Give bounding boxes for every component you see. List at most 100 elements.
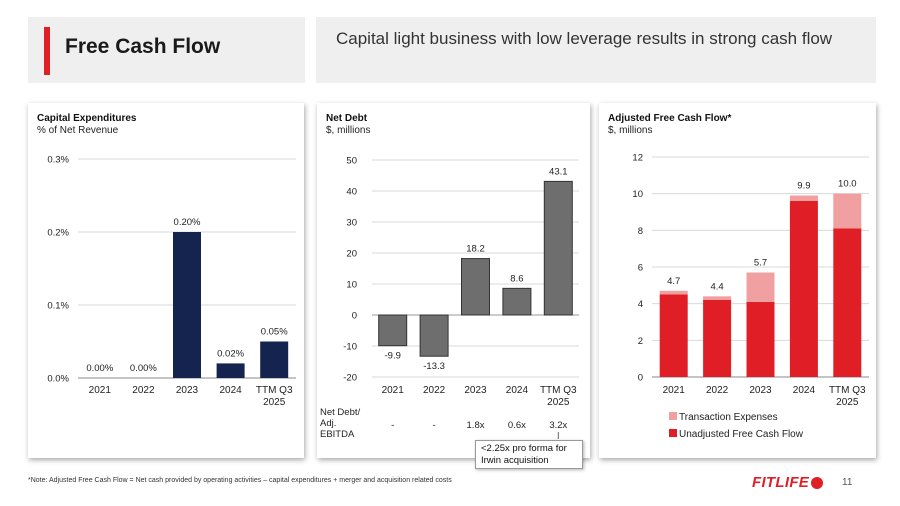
net-debt-category-label: 2022 <box>423 385 446 396</box>
subtitle-box: Capital light business with low leverage… <box>316 17 876 83</box>
net-debt-bar <box>502 287 532 316</box>
leverage-ratio-label: Net Debt/Adj. EBITDA <box>320 407 360 440</box>
title-accent-bar <box>44 27 50 75</box>
net-debt-category-label: 2023 <box>464 385 487 396</box>
net-debt-title: Net Debt <box>326 113 368 124</box>
fcf-category-label: 2022 <box>706 385 729 396</box>
y-tick-label: 10 <box>632 189 643 200</box>
logo-text: FITLIFE <box>752 474 810 491</box>
fcf-category-label: 2021 <box>663 385 686 396</box>
capex-category-label: 2022 <box>132 385 155 396</box>
y-tick-label: 0 <box>352 311 357 322</box>
transaction-expenses-bar <box>789 195 818 201</box>
net-debt-bar <box>461 258 490 316</box>
capex-bar <box>216 363 245 378</box>
y-tick-label: 30 <box>346 218 357 229</box>
net-debt-bar <box>543 180 573 316</box>
leverage-ratio-value: - <box>391 420 394 431</box>
capex-title: Capital Expenditures <box>37 113 137 124</box>
page-subtitle: Capital light business with low leverage… <box>336 29 833 48</box>
fcf-title: Adjusted Free Cash Flow* <box>608 113 732 124</box>
fcf-total-label: 5.7 <box>754 258 767 269</box>
capex-category-label: TTM Q3 2025 <box>256 385 293 408</box>
y-tick-label: 0.2% <box>47 228 69 239</box>
fcf-total-label: 4.4 <box>710 281 723 292</box>
net-debt-bar <box>378 314 408 347</box>
y-tick-label: 40 <box>346 187 357 198</box>
transaction-expenses-bar <box>703 296 732 300</box>
capex-category-label: 2021 <box>89 385 112 396</box>
capex-value-label: 0.00% <box>86 363 113 374</box>
net-debt-bar <box>419 314 449 357</box>
transaction-expenses-bar <box>746 272 775 302</box>
y-tick-label: -10 <box>343 342 357 353</box>
y-tick-label: 0.1% <box>47 301 69 312</box>
net-debt-category-label: 2021 <box>382 385 405 396</box>
net-debt-value-label: 43.1 <box>549 166 568 177</box>
page-number: 11 <box>842 477 853 488</box>
leverage-ratio-value: - <box>433 420 436 431</box>
capex-subtitle: % of Net Revenue <box>37 125 119 136</box>
net-debt-category-label: TTM Q3 2025 <box>540 385 577 408</box>
fcf-total-label: 10.0 <box>838 179 857 190</box>
capex-value-label: 0.02% <box>217 348 244 359</box>
page-title: Free Cash Flow <box>65 35 221 58</box>
y-tick-label: 6 <box>638 263 643 274</box>
legend-label-transaction: Transaction Expenses <box>679 412 778 423</box>
net-debt-subtitle: $, millions <box>326 125 371 136</box>
transaction-expenses-bar <box>659 290 688 295</box>
y-tick-label: 0.3% <box>47 155 69 166</box>
y-tick-label: 0.0% <box>47 374 69 385</box>
capex-value-label: 0.20% <box>174 217 201 228</box>
legend-swatch-transaction <box>669 412 677 420</box>
net-debt-value-label: -9.9 <box>385 351 401 362</box>
y-tick-label: 12 <box>632 153 643 164</box>
unadjusted-fcf-bar <box>746 301 775 377</box>
y-tick-label: 2 <box>638 336 643 347</box>
unadjusted-fcf-bar <box>789 201 818 377</box>
unadjusted-fcf-bar <box>659 294 688 377</box>
net-debt-value-label: -13.3 <box>423 361 445 372</box>
y-tick-label: 8 <box>638 226 643 237</box>
fcf-chart: 0 2 4 6 8 10 12 4.7 2021 4.4 2022 5.7 2023 9.9 2024 10.… <box>632 153 869 440</box>
fitlife-logo: FITLIFE <box>752 474 824 491</box>
capex-category-label: 2023 <box>176 385 199 396</box>
fcf-total-label: 4.7 <box>667 276 680 287</box>
fcf-category-label: 2023 <box>749 385 772 396</box>
capex-value-label: 0.00% <box>130 363 157 374</box>
y-tick-label: 4 <box>638 299 643 310</box>
capex-bar <box>260 341 289 378</box>
unadjusted-fcf-bar <box>703 300 732 377</box>
fcf-category-label: TTM Q3 2025 <box>829 385 866 408</box>
net-debt-chart: -20 -10 0 10 20 30 40 50 -9.9 2021 - -13.3 2022 - 18.2… <box>320 156 579 440</box>
fcf-total-label: 9.9 <box>797 181 810 192</box>
net-debt-category-label: 2024 <box>506 385 529 396</box>
title-box: Free Cash Flow <box>28 17 305 83</box>
fcf-subtitle: $, millions <box>608 125 653 136</box>
footnote: *Note: Adjusted Free Cash Flow = Net cas… <box>28 477 452 484</box>
y-tick-label: 20 <box>346 249 357 260</box>
leverage-callout: <2.25x pro forma for Irwin acquisition <box>475 440 583 469</box>
y-tick-label: -20 <box>343 373 357 384</box>
leverage-ratio-value: 0.6x <box>508 420 526 431</box>
y-tick-label: 0 <box>638 373 643 384</box>
y-tick-label: 10 <box>346 280 357 291</box>
unadjusted-fcf-bar <box>833 228 862 377</box>
leverage-ratio-value: 1.8x <box>467 420 485 431</box>
capex-bar <box>173 232 201 378</box>
capex-chart: 0.0% 0.1% 0.2% 0.3% 0.00% 2021 0.00% 2022 0.20% 2… <box>47 155 296 408</box>
leverage-ratio-value: 3.2x <box>549 420 567 431</box>
net-debt-value-label: 8.6 <box>510 273 523 284</box>
net-debt-value-label: 18.2 <box>466 244 485 255</box>
transaction-expenses-bar <box>833 193 862 229</box>
fcf-panel: Adjusted Free Cash Flow* $, millions 0 2 4… <box>599 103 876 458</box>
capex-category-label: 2024 <box>219 385 242 396</box>
logo-badge-icon <box>811 477 824 490</box>
net-debt-panel: Net Debt $, millions -20 -10 0 10 20 30 40 50 -9… <box>317 103 590 458</box>
legend-label-unadjusted: Unadjusted Free Cash Flow <box>679 429 804 440</box>
capex-value-label: 0.05% <box>261 327 288 338</box>
fcf-category-label: 2024 <box>793 385 816 396</box>
legend-swatch-unadjusted <box>669 429 677 437</box>
y-tick-label: 50 <box>346 156 357 167</box>
capex-panel: Capital Expenditures % of Net Revenue 0.… <box>28 103 304 458</box>
